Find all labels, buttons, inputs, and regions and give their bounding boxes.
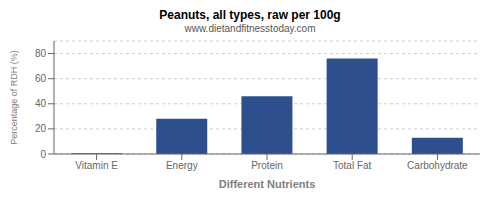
svg-text:20: 20 bbox=[35, 123, 47, 134]
svg-text:80: 80 bbox=[35, 48, 47, 59]
svg-text:40: 40 bbox=[35, 98, 47, 109]
svg-text:Different Nutrients: Different Nutrients bbox=[219, 178, 316, 190]
svg-text:Percentage of RDH (%): Percentage of RDH (%) bbox=[9, 50, 19, 145]
html-text:www.dietandfitnesstoday.com: www.dietandfitnesstoday.com bbox=[184, 23, 316, 34]
svg-text:Carbohydrate: Carbohydrate bbox=[407, 160, 468, 171]
svg-text:Energy: Energy bbox=[166, 160, 198, 171]
svg-text:60: 60 bbox=[35, 73, 47, 84]
svg-text:Protein: Protein bbox=[251, 160, 283, 171]
html-text:Peanuts, all types, raw per 10: Peanuts, all types, raw per 100g bbox=[159, 8, 341, 22]
svg-text:0: 0 bbox=[40, 149, 46, 160]
svg-text:Total Fat: Total Fat bbox=[333, 160, 372, 171]
svg-text:Vitamin E: Vitamin E bbox=[75, 160, 118, 171]
